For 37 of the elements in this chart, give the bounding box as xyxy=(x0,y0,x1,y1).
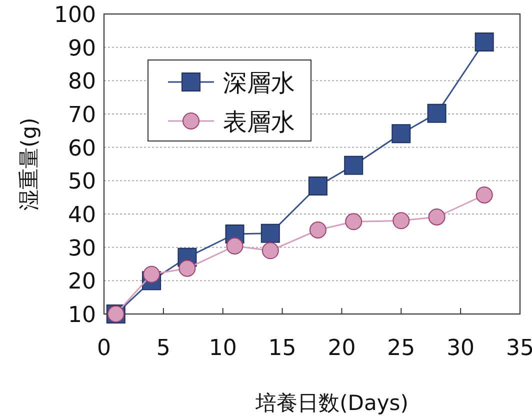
point xyxy=(226,238,244,254)
point xyxy=(143,266,160,283)
x-tick-label: 35 xyxy=(506,336,532,361)
x-tick-label: 20 xyxy=(328,336,356,361)
y-tick-label: 90 xyxy=(68,36,96,62)
point xyxy=(344,156,364,175)
x-tick-label: 25 xyxy=(387,336,416,361)
legend-label: 深層水 xyxy=(223,69,295,97)
y-tick-label: 20 xyxy=(68,270,96,295)
x-tick-label: 5 xyxy=(156,336,170,361)
y-axis-title: 湿重量(g) xyxy=(17,118,41,210)
y-tick-label: 40 xyxy=(68,203,96,228)
y-tick-label: 100 xyxy=(54,3,96,28)
point xyxy=(392,124,411,144)
point xyxy=(309,222,326,238)
point xyxy=(474,32,494,52)
y-tick-label: 80 xyxy=(68,70,96,95)
y-tick-label: 30 xyxy=(68,236,96,262)
point xyxy=(476,186,493,204)
x-tick-label: 15 xyxy=(268,336,296,361)
point xyxy=(308,176,328,196)
x-tick-label: 0 xyxy=(97,336,111,361)
y-tick-label: 70 xyxy=(68,103,96,128)
point xyxy=(345,213,362,230)
point xyxy=(178,260,196,277)
y-tick-label: 50 xyxy=(68,170,96,195)
legend-label: 表層水 xyxy=(223,108,295,136)
point xyxy=(392,212,410,230)
x-axis-title: 培養日数(Days) xyxy=(254,391,408,415)
point xyxy=(262,242,279,260)
y-tick-label: 10 xyxy=(68,303,96,328)
x-tick-label: 10 xyxy=(208,336,237,361)
point xyxy=(428,208,446,226)
x-tick-label: 30 xyxy=(446,336,475,361)
point xyxy=(427,104,446,123)
y-tick-label: 60 xyxy=(68,136,96,162)
point xyxy=(260,224,280,243)
